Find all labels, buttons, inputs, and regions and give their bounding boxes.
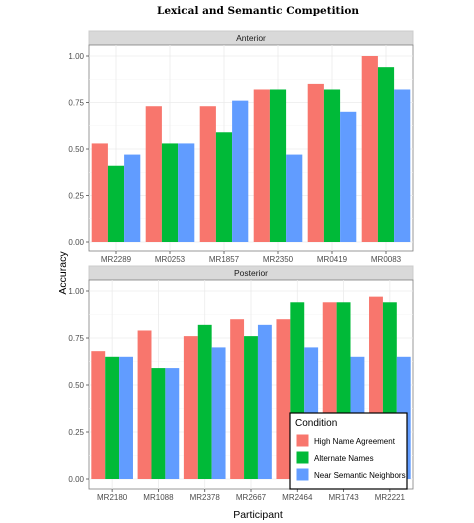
bar	[199, 106, 216, 242]
x-axis-title: Participant	[233, 509, 283, 521]
bar	[276, 319, 291, 479]
bar	[286, 154, 303, 242]
chart-title: Lexical and Semantic Competition	[157, 5, 359, 17]
y-tick-label: 0.25	[68, 192, 84, 201]
legend-swatch	[295, 450, 310, 465]
bar	[107, 165, 125, 242]
x-tick-label: MR2378	[190, 493, 221, 502]
legend-title: Condition	[295, 418, 337, 429]
bar	[183, 336, 198, 479]
y-tick-label: 0.25	[68, 428, 84, 437]
strip-label: Posterior	[234, 268, 268, 278]
bar	[269, 89, 287, 242]
bar	[124, 154, 141, 242]
legend-label: High Name Agreement	[314, 437, 396, 446]
bar	[161, 143, 179, 242]
x-tick-label: MR2464	[282, 493, 313, 502]
x-tick-label: MR2180	[97, 493, 128, 502]
bar	[178, 143, 195, 242]
y-tick-label: 1.00	[68, 52, 84, 61]
bar	[165, 368, 180, 479]
legend: Condition High Name Agreement Alternate Na…	[289, 412, 408, 490]
legend-label: Alternate Names	[314, 454, 374, 463]
facet-panels: Anterior 0.00 0.25 0.50 0.75 1.00 MR2289 MR0253…	[68, 30, 414, 502]
bar	[257, 324, 272, 479]
legend-swatch	[295, 433, 310, 448]
bar	[151, 368, 166, 479]
bar	[361, 56, 378, 242]
x-tick-label: MR0083	[371, 255, 402, 264]
x-tick-label: MR1743	[328, 493, 359, 502]
y-tick-label: 0.00	[68, 238, 84, 247]
bar	[119, 356, 133, 479]
x-tick-label: MR2667	[236, 493, 267, 502]
y-tick-label: 0.50	[68, 145, 84, 154]
bar	[105, 356, 120, 479]
y-tick-label: 0.00	[68, 475, 84, 484]
y-tick-label: 0.75	[68, 334, 84, 343]
bar	[91, 351, 106, 479]
bar	[91, 143, 108, 242]
x-tick-label: MR2289	[101, 255, 132, 264]
strip-label: Anterior	[236, 33, 266, 43]
bar	[394, 89, 411, 242]
x-tick-label: MR2350	[263, 255, 294, 264]
bar	[323, 89, 341, 242]
y-tick-label: 0.75	[68, 99, 84, 108]
x-tick-label: MR1088	[143, 493, 174, 502]
x-tick-label: MR0253	[155, 255, 186, 264]
x-tick-label: MR0419	[317, 255, 348, 264]
y-axis-title: Accuracy	[57, 251, 69, 295]
bar	[215, 132, 233, 242]
x-tick-label: MR2221	[375, 493, 406, 502]
bar	[137, 330, 152, 479]
bar	[197, 324, 212, 479]
bar	[244, 336, 258, 479]
y-tick-label: 0.50	[68, 381, 84, 390]
legend-swatch	[295, 467, 310, 482]
bar	[307, 83, 324, 243]
bar	[145, 106, 162, 242]
facet-panel-0: Anterior 0.00 0.25 0.50 0.75 1.00 MR2289 MR0253…	[68, 30, 414, 264]
bar	[253, 89, 270, 242]
bar	[230, 319, 245, 479]
bar	[340, 111, 357, 242]
facet-panel-1: Posterior 0.00 0.25 0.50 0.75 1.00 MR2180 MR108…	[68, 265, 414, 502]
y-tick-label: 1.00	[68, 287, 84, 296]
legend-label: Near Semantic Neighbors	[314, 471, 406, 480]
bar	[211, 347, 226, 479]
x-tick-label: MR1857	[209, 255, 240, 264]
bar	[377, 67, 395, 242]
bar	[232, 100, 249, 242]
